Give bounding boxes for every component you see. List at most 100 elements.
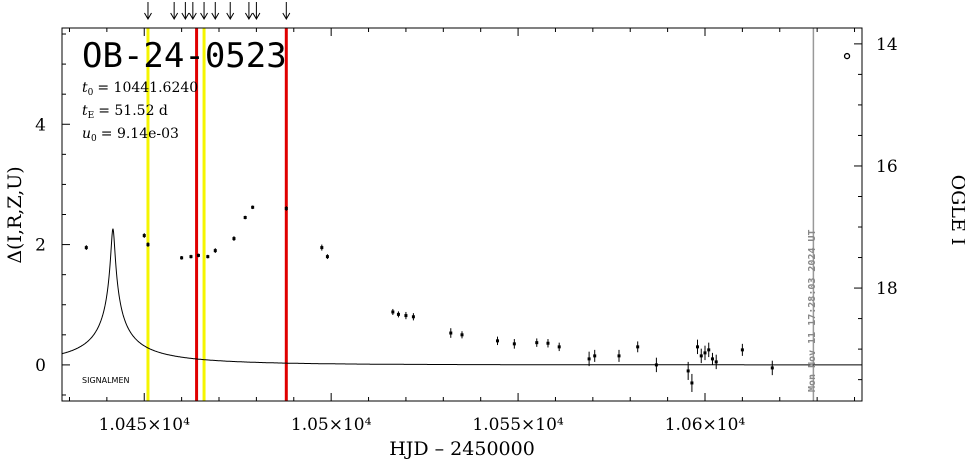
data-point <box>206 254 210 259</box>
data-point <box>587 351 591 367</box>
point-marker <box>396 312 400 316</box>
data-point <box>617 349 621 362</box>
data-point <box>391 308 395 315</box>
point-marker <box>213 249 217 253</box>
data-point <box>146 242 150 247</box>
data-point <box>232 236 236 241</box>
x-tick-label: 1.045×10⁴ <box>99 415 191 435</box>
top-arrow <box>188 2 197 20</box>
arrow-head <box>181 12 190 20</box>
point-marker <box>654 363 658 367</box>
data-point <box>714 354 718 370</box>
top-arrow <box>181 2 190 20</box>
x-tick-label: 1.055×10⁴ <box>472 415 564 435</box>
top-arrow <box>252 2 261 20</box>
data-point <box>460 331 464 339</box>
data-point <box>690 373 694 392</box>
point-marker <box>699 354 703 358</box>
data-point <box>512 339 516 349</box>
data-point <box>686 361 690 380</box>
data-point <box>699 348 703 364</box>
data-point <box>411 313 415 321</box>
data-point <box>546 339 550 348</box>
data-point <box>654 357 658 373</box>
point-marker <box>325 255 329 259</box>
data-point <box>449 328 453 338</box>
data-point <box>740 343 744 356</box>
param-u0: u0 = 9.14e-03 <box>82 126 179 144</box>
marker-lines <box>146 28 815 401</box>
point-marker <box>496 339 500 343</box>
param-tE: tE = 51.52 d <box>82 103 168 121</box>
arrow-head <box>244 12 253 20</box>
data-point <box>284 206 288 211</box>
arrow-head <box>200 12 208 20</box>
point-marker <box>142 234 146 238</box>
fit-parameters: t0 = 10441.6240 tE = 51.52 d u0 = 9.14e-03 <box>82 80 198 144</box>
arrow-head <box>211 12 220 20</box>
x-tick-label: 1.05×10⁴ <box>291 415 372 435</box>
top-arrow <box>226 2 235 20</box>
timestamp-label: Mon Nov 11 17:28:03 2024 UT <box>807 229 818 392</box>
point-marker <box>449 331 453 335</box>
param-t0: t0 = 10441.6240 <box>82 80 198 98</box>
data-point <box>84 245 88 250</box>
arrow-head <box>188 12 197 20</box>
point-marker <box>84 246 88 250</box>
y-tick-label: 0 <box>35 356 46 376</box>
point-marker <box>189 255 193 259</box>
data-point <box>404 311 408 320</box>
signalmen-label: SIGNALMEN <box>82 376 130 385</box>
top-arrows <box>144 2 291 20</box>
point-marker <box>686 369 690 373</box>
point-marker <box>714 360 718 364</box>
point-marker <box>696 345 700 349</box>
right-tick-label: 14 <box>876 35 898 55</box>
arrow-head <box>252 12 261 20</box>
point-marker <box>243 216 247 220</box>
right-axis-title: OGLE I <box>947 175 965 246</box>
data-point <box>707 342 711 358</box>
arrow-head <box>226 12 235 20</box>
model-curve-group <box>62 228 862 366</box>
open-point <box>843 52 851 60</box>
point-marker <box>411 315 415 319</box>
point-marker <box>690 381 694 385</box>
point-marker <box>617 354 621 358</box>
point-marker <box>587 357 591 361</box>
data-point <box>213 248 217 254</box>
point-marker <box>546 341 550 345</box>
data-point <box>770 360 774 376</box>
right-tick-label: 18 <box>876 279 898 299</box>
axis-ticks: 1.045×10⁴ 1.05×10⁴ 1.055×10⁴ 1.06×10⁴ 0 2 4 14 1… <box>35 28 898 435</box>
data-point <box>189 254 193 259</box>
point-marker <box>206 255 210 259</box>
data-point <box>535 338 539 347</box>
data-point <box>180 256 184 260</box>
data-point <box>593 349 597 362</box>
arrow-head <box>282 12 291 20</box>
top-arrow <box>200 2 208 20</box>
point-marker <box>180 256 184 260</box>
data-point <box>636 341 640 353</box>
top-arrow <box>282 2 291 20</box>
point-marker <box>460 333 464 337</box>
top-arrow <box>211 2 220 20</box>
point-marker <box>284 206 288 210</box>
data-point <box>396 311 400 318</box>
point-marker <box>512 342 516 346</box>
data-point <box>251 205 255 210</box>
data-point <box>496 336 500 346</box>
top-arrow <box>244 2 253 20</box>
point-marker <box>320 246 324 250</box>
point-marker <box>710 357 714 361</box>
x-axis-title: HJD – 2450000 <box>389 438 535 459</box>
point-marker <box>196 253 200 257</box>
point-marker <box>557 345 561 349</box>
point-marker <box>391 310 395 314</box>
x-tick-label: 1.06×10⁴ <box>665 415 746 435</box>
point-marker <box>251 205 255 209</box>
point-marker <box>703 351 707 355</box>
